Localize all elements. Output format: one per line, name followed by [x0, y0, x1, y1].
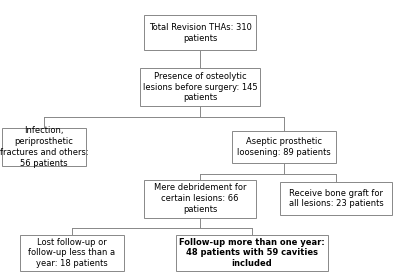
Text: Aseptic prosthetic
loosening: 89 patients: Aseptic prosthetic loosening: 89 patient…	[237, 137, 331, 157]
Text: Infection,
periprosthetic
fractures and others:
56 patients: Infection, periprosthetic fractures and …	[0, 126, 88, 168]
Text: Presence of osteolytic
lesions before surgery: 145
patients: Presence of osteolytic lesions before su…	[143, 72, 257, 102]
FancyBboxPatch shape	[280, 182, 392, 215]
Text: Total Revision THAs: 310
patients: Total Revision THAs: 310 patients	[148, 23, 252, 42]
FancyBboxPatch shape	[140, 68, 260, 106]
FancyBboxPatch shape	[232, 131, 336, 163]
Text: Mere debridement for
certain lesions: 66
patients: Mere debridement for certain lesions: 66…	[154, 183, 246, 214]
FancyBboxPatch shape	[144, 180, 256, 218]
Text: Receive bone graft for
all lesions: 23 patients: Receive bone graft for all lesions: 23 p…	[289, 189, 383, 208]
FancyBboxPatch shape	[144, 15, 256, 50]
FancyBboxPatch shape	[2, 128, 86, 166]
Text: Follow-up more than one year:
48 patients with 59 cavities
included: Follow-up more than one year: 48 patient…	[179, 238, 325, 268]
FancyBboxPatch shape	[176, 235, 328, 271]
FancyBboxPatch shape	[20, 235, 124, 271]
Text: Lost follow-up or
follow-up less than a
year: 18 patients: Lost follow-up or follow-up less than a …	[28, 238, 116, 268]
